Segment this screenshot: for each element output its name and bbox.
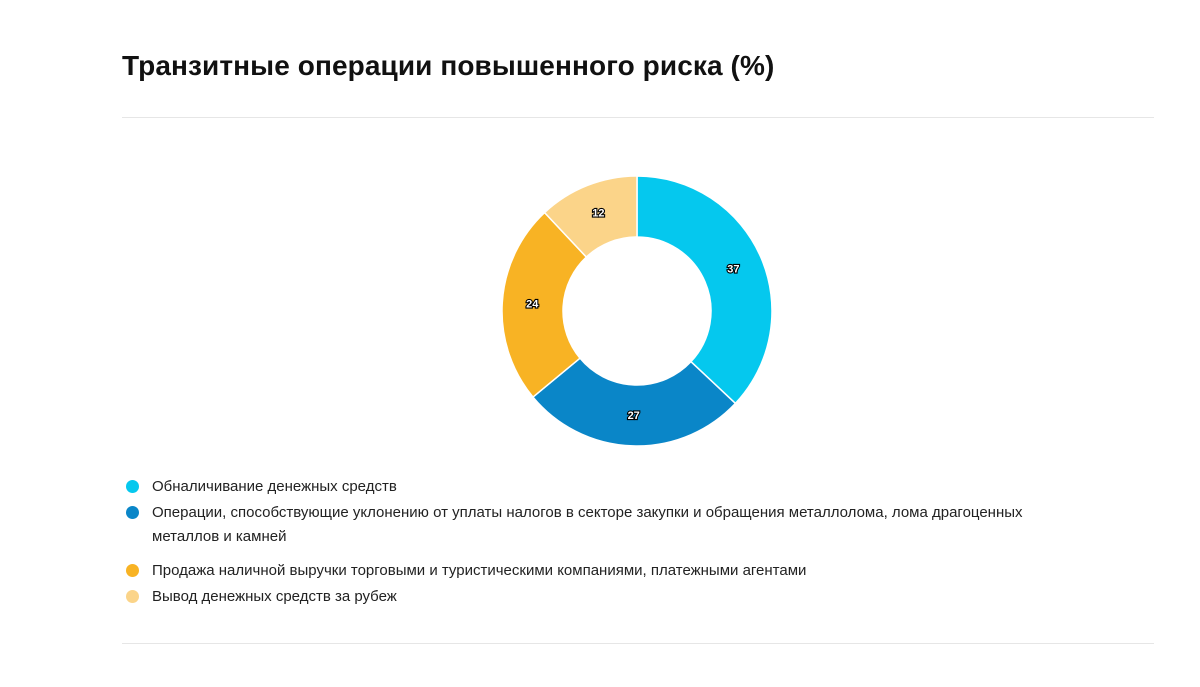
- legend-swatch: [126, 506, 139, 519]
- legend-item: Вывод денежных средств за рубеж: [126, 585, 1046, 609]
- donut-slice: [543, 175, 638, 259]
- donut-slice: [531, 357, 737, 447]
- chart-legend: Обналичивание денежных средств Операции,…: [126, 475, 1046, 611]
- top-divider: [122, 117, 1154, 118]
- chart-title: Транзитные операции повышенного риска (%…: [122, 50, 775, 81]
- legend-label: Обналичивание денежных средств: [152, 478, 397, 495]
- bottom-divider: [122, 643, 1154, 644]
- legend-label: Вывод денежных средств за рубеж: [152, 588, 397, 605]
- legend-swatch: [126, 480, 139, 493]
- slice-data-label: 37: [727, 263, 739, 275]
- legend-label: Операции, способствующие уклонению от уп…: [152, 504, 1023, 545]
- slice-data-label: 24: [526, 298, 539, 310]
- legend-label: Продажа наличной выручки торговыми и тур…: [152, 562, 807, 579]
- donut-slice: [501, 211, 588, 399]
- slice-data-label: 27: [628, 410, 640, 422]
- legend-swatch: [126, 590, 139, 603]
- legend-item: Обналичивание денежных средств: [126, 475, 1046, 499]
- legend-item: Продажа наличной выручки торговыми и тур…: [126, 559, 1046, 583]
- legend-item: Операции, способствующие уклонению от уп…: [126, 501, 1046, 549]
- donut-slice: [636, 175, 773, 405]
- slice-data-label: 12: [592, 207, 604, 219]
- legend-swatch: [126, 564, 139, 577]
